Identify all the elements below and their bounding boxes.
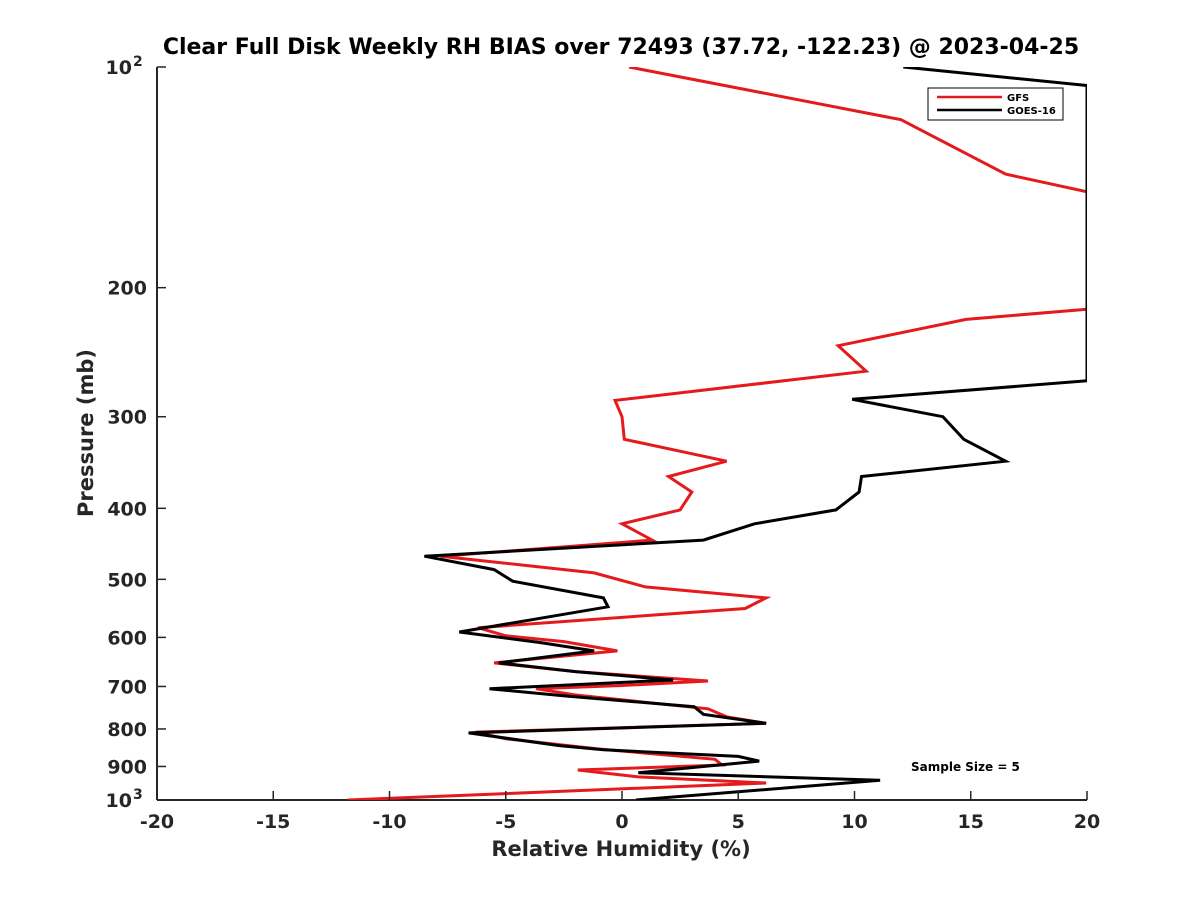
y-tick-label: 600 xyxy=(107,627,147,649)
y-tick-label: 700 xyxy=(107,676,147,698)
legend-label-goes16: GOES-16 xyxy=(1007,106,1056,117)
x-tick-label: 0 xyxy=(615,811,628,833)
x-tick-label: 15 xyxy=(958,811,984,833)
legend-box xyxy=(927,87,1064,121)
x-ticks: -20 -15 -10 -5 0 5 10 15 20 xyxy=(140,791,1100,833)
legend: GFS GOES-16 xyxy=(927,87,1064,121)
x-tick-label: -20 xyxy=(140,811,174,833)
y-tick-label-power: 10 xyxy=(106,57,132,79)
y-axis-label: Pressure (mb) xyxy=(74,349,98,517)
legend-label-gfs: GFS xyxy=(1007,93,1029,104)
x-tick-label: -15 xyxy=(256,811,290,833)
y-tick-label: 900 xyxy=(107,756,147,778)
axes-frame xyxy=(157,67,1087,800)
y-tick-base: 10 xyxy=(106,57,132,79)
y-tick-label: 400 xyxy=(107,498,147,520)
x-tick-label: 20 xyxy=(1074,811,1100,833)
x-tick-label: 5 xyxy=(732,811,745,833)
sample-size-annotation: Sample Size = 5 xyxy=(911,760,1020,774)
y-tick-exponent: 2 xyxy=(133,54,143,70)
y-tick-base: 10 xyxy=(106,790,132,812)
y-tick-label: 500 xyxy=(107,569,147,591)
y-tick-label: 200 xyxy=(107,278,147,300)
x-tick-label: 10 xyxy=(841,811,867,833)
y-tick-exponent: 3 xyxy=(133,787,143,803)
chart-title: Clear Full Disk Weekly RH BIAS over 7249… xyxy=(163,35,1079,60)
x-tick-label: -5 xyxy=(495,811,516,833)
x-axis-label: Relative Humidity (%) xyxy=(491,837,750,861)
y-tick-label: 800 xyxy=(107,719,147,741)
x-tick-label: -10 xyxy=(372,811,406,833)
y-tick-label: 300 xyxy=(107,407,147,429)
plot-area: -20 -15 -10 -5 0 5 10 15 20 10 220030040050060070… xyxy=(106,54,1101,833)
y-tick-label-power: 10 xyxy=(106,790,132,812)
series-layer xyxy=(347,67,1087,800)
series-line-goes16 xyxy=(424,67,1087,800)
